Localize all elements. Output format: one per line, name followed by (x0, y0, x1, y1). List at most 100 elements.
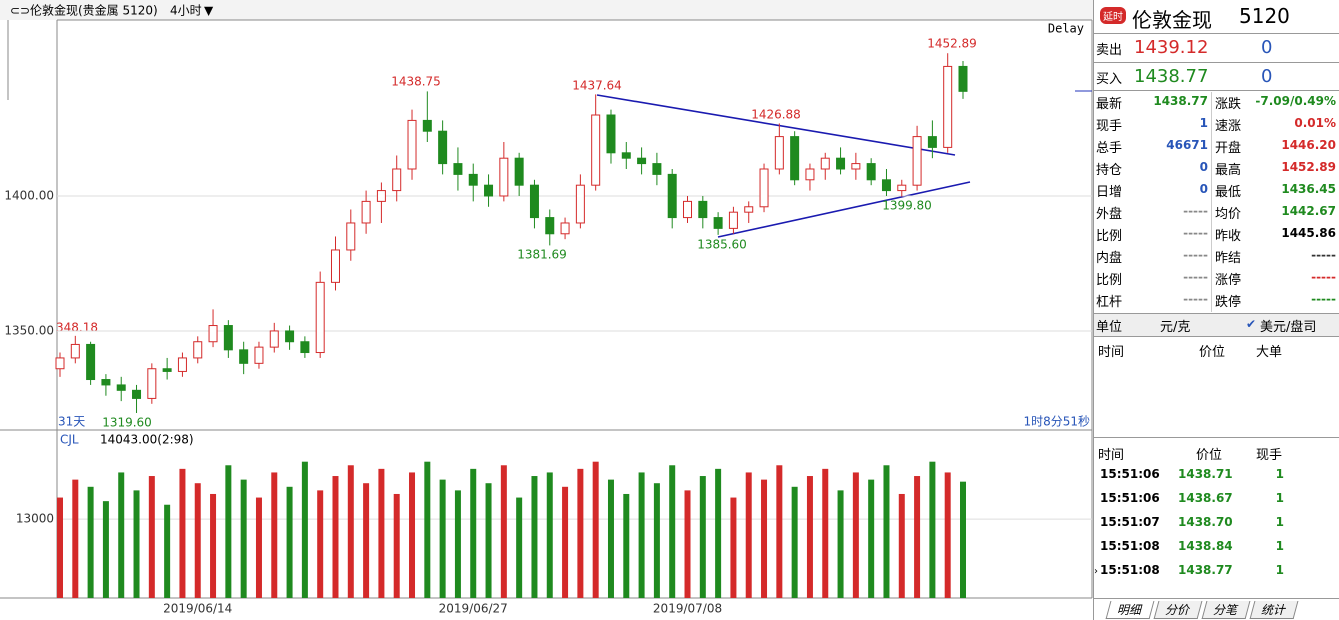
divider (1094, 62, 1339, 63)
tick-cell: 1438.84 (1178, 539, 1233, 553)
stat-label: 开盘 (1215, 141, 1242, 156)
volume-bar (944, 472, 951, 598)
sell-qty: 0 (1261, 37, 1273, 58)
stat-value: ----- (1183, 226, 1208, 240)
candle-body (177, 357, 187, 372)
candle-body (897, 184, 907, 192)
candle-body (866, 163, 876, 181)
volume-bar (852, 472, 859, 598)
stat-value: ----- (1183, 270, 1208, 284)
candle-body (193, 341, 203, 359)
candle-body (453, 163, 463, 175)
volume-bar (516, 497, 523, 598)
candle-body (285, 330, 295, 343)
stat-label: 比例 (1096, 273, 1123, 288)
annotation: 1438.75 (391, 75, 441, 89)
volume-bar (240, 479, 247, 598)
tab[interactable]: 统计 (1249, 601, 1299, 619)
volume-bar (286, 486, 293, 598)
tab[interactable]: 分价 (1153, 601, 1203, 619)
stat-value: 0 (1199, 160, 1208, 174)
stat-value: -7.09/0.49% (1255, 94, 1336, 108)
unit-option[interactable]: 美元/盘司 (1260, 320, 1317, 335)
candle-body (698, 200, 708, 219)
stat-value: 1 (1199, 116, 1208, 130)
topbar (0, 0, 1093, 20)
stat-label: 昨结 (1215, 251, 1242, 266)
candle-body (315, 281, 325, 354)
volume-bar (638, 472, 645, 598)
volume-bar (179, 468, 186, 598)
stat-label: 最高 (1215, 163, 1242, 178)
unit-bar (1094, 313, 1339, 337)
candle-body (759, 168, 769, 208)
candle-body (927, 136, 937, 148)
tick-cell: 1 (1275, 539, 1284, 553)
candle-body (468, 173, 478, 186)
tick-cell: 1438.67 (1178, 491, 1233, 505)
tick-cell: 15:51:07 (1100, 515, 1160, 529)
volume-bar (715, 468, 722, 598)
tab[interactable]: 分笔 (1201, 601, 1251, 619)
volume-bar (623, 493, 630, 598)
divider (1094, 90, 1339, 91)
instrument-title: 伦敦金现(贵金属 5120) (30, 3, 158, 18)
countdown: 1时8分51秒 (1023, 415, 1090, 429)
candle-body (499, 157, 509, 197)
volume-subtitle: 14043.00(2:98) (100, 433, 194, 447)
stat-value: ----- (1311, 292, 1336, 306)
volume-bar (210, 493, 217, 598)
volume-bar (730, 497, 737, 598)
row-pointer: › (1094, 566, 1098, 577)
range: 31天 (58, 415, 85, 429)
stat-label: 持仓 (1096, 163, 1123, 178)
x-tick-label: 2019/07/08 (653, 602, 722, 616)
stat-label: 涨跌 (1215, 97, 1242, 112)
annotation: 1399.80 (882, 199, 932, 213)
y-tick-label: 1400.00 (4, 188, 54, 202)
divider (1094, 437, 1339, 438)
volume-bar (806, 476, 813, 598)
divider (1094, 33, 1339, 34)
volume-bar (669, 465, 676, 598)
quote-name: 伦敦金现 (1132, 8, 1212, 32)
candle-body (300, 341, 310, 354)
stat-value: 1446.20 (1281, 138, 1336, 152)
stat-label: 均价 (1215, 207, 1242, 222)
candle-body (361, 200, 371, 224)
stat-label: 最低 (1215, 185, 1242, 200)
candle-body (86, 343, 96, 381)
volume-bar (332, 476, 339, 598)
candle-body (667, 173, 677, 219)
annotation: 1319.60 (102, 416, 152, 430)
link-icon: ⊂⊃ (10, 4, 30, 18)
volume-bar (883, 465, 890, 598)
quote-code: 5120 (1239, 4, 1290, 28)
stat-value: 1442.67 (1281, 204, 1336, 218)
volume-bar (118, 472, 125, 598)
volume-bar (745, 472, 752, 598)
x-tick-label: 2019/06/14 (163, 602, 232, 616)
period[interactable]: 4小时 (170, 4, 202, 18)
volume-bar (164, 504, 171, 598)
volume-bar (409, 472, 416, 598)
volume-bar (868, 479, 875, 598)
volume-bar (225, 465, 232, 598)
stat-value: ----- (1183, 204, 1208, 218)
candle-body (591, 114, 601, 186)
volume-bar (485, 483, 492, 598)
volume-bar (531, 476, 538, 598)
candle-body (330, 249, 340, 283)
period-arrow: ▼ (204, 4, 214, 18)
candle-body (239, 349, 249, 364)
candle-body (223, 325, 233, 351)
candle-body (545, 217, 555, 235)
volume-bar (301, 461, 308, 598)
volume-bar (837, 490, 844, 598)
candle-body (744, 206, 754, 213)
candle-body (713, 217, 723, 229)
divider (1211, 92, 1212, 312)
tab[interactable]: 明细 (1105, 601, 1155, 619)
volume-bar (653, 483, 660, 598)
candle-body (162, 368, 172, 372)
